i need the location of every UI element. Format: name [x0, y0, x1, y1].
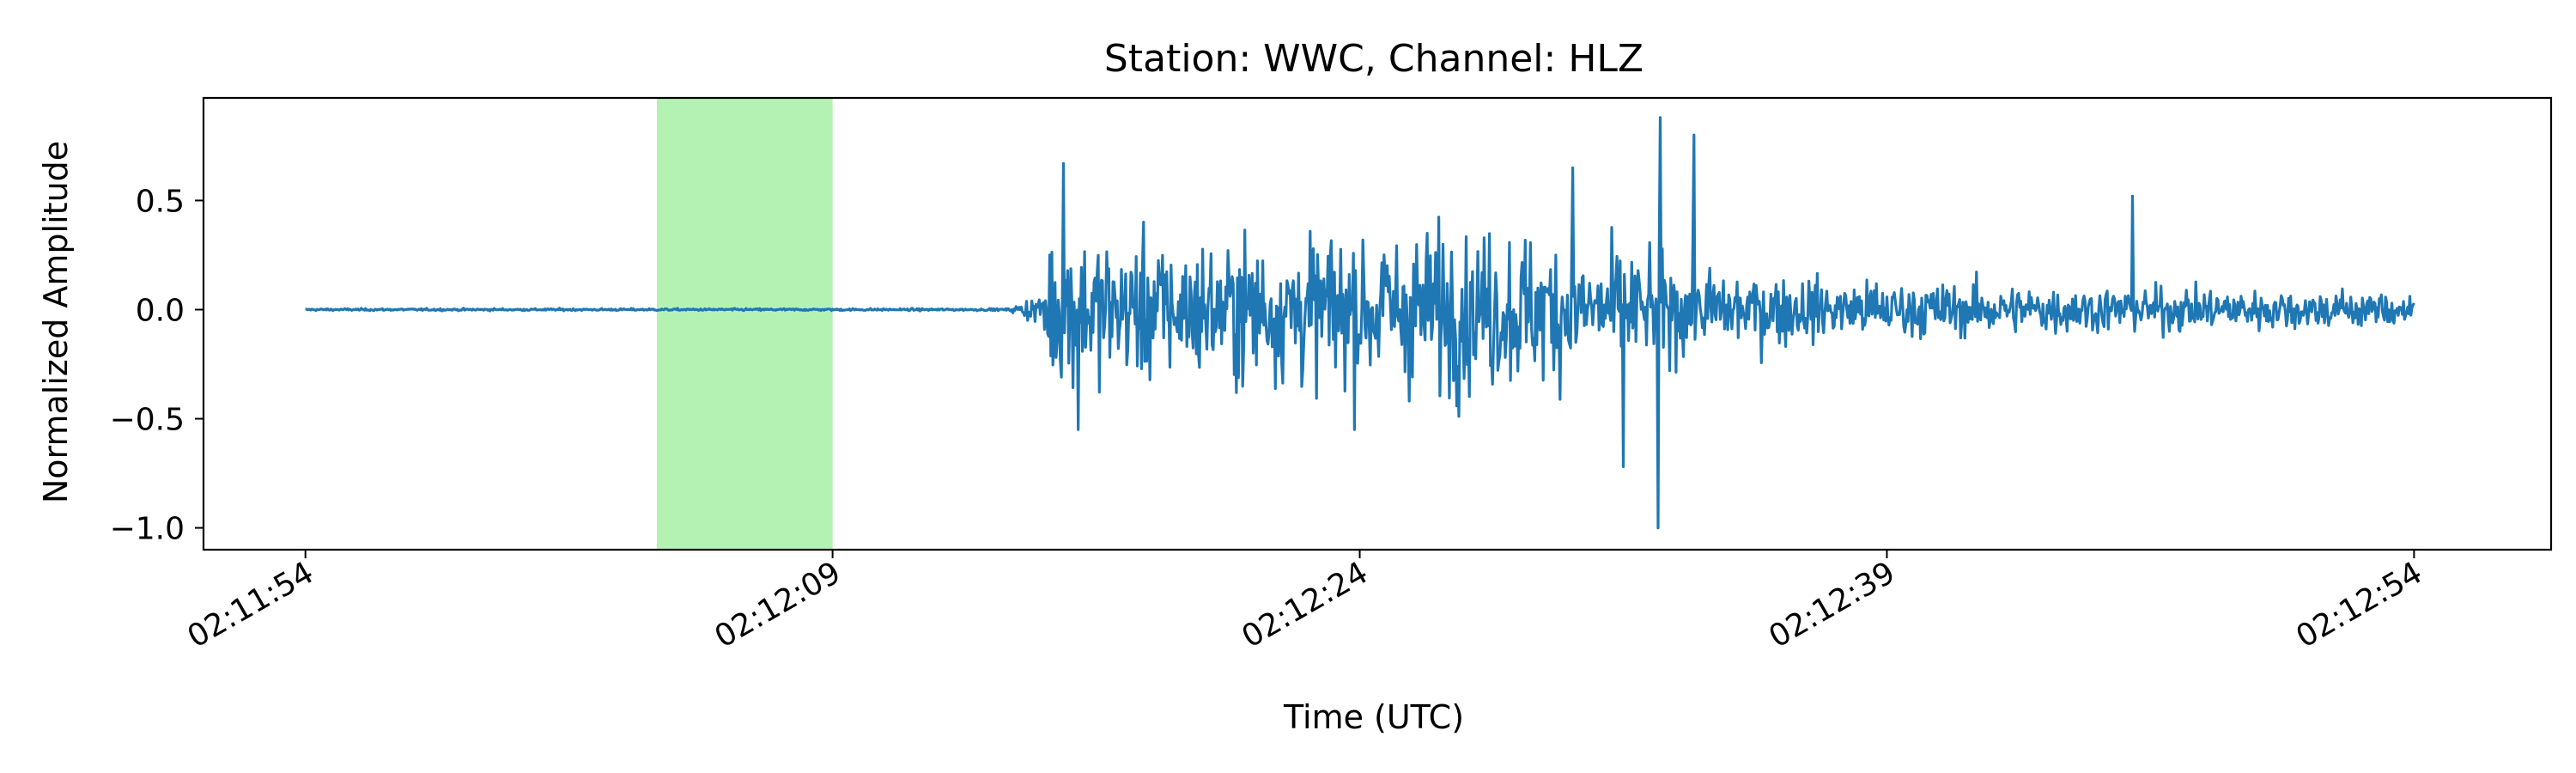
highlight-window [656, 98, 833, 550]
x-tick-label: 02:11:54 [182, 555, 320, 654]
y-tick-label: −0.5 [110, 403, 185, 438]
x-tick-label: 02:12:39 [1763, 555, 1901, 654]
y-tick-label: 0.0 [136, 293, 185, 328]
x-tick-label: 02:12:24 [1236, 555, 1375, 654]
x-tick-label: 02:12:09 [709, 555, 848, 654]
x-axis-label: Time (UTC) [1283, 698, 1464, 736]
y-tick-label: −1.0 [110, 512, 185, 547]
plot-area: −1.0 −0.5 0.0 0.5 02:11:54 02:12:09 02:12:24 02… [110, 96, 2553, 655]
y-tick-label: 0.5 [136, 184, 185, 219]
chart-title: Station: WWC, Channel: HLZ [1104, 37, 1643, 81]
axes-frame [202, 96, 2553, 551]
waveform-line [305, 116, 2415, 530]
x-tick-label: 02:12:54 [2290, 555, 2428, 654]
y-axis-label: Normalized Amplitude [37, 141, 75, 503]
